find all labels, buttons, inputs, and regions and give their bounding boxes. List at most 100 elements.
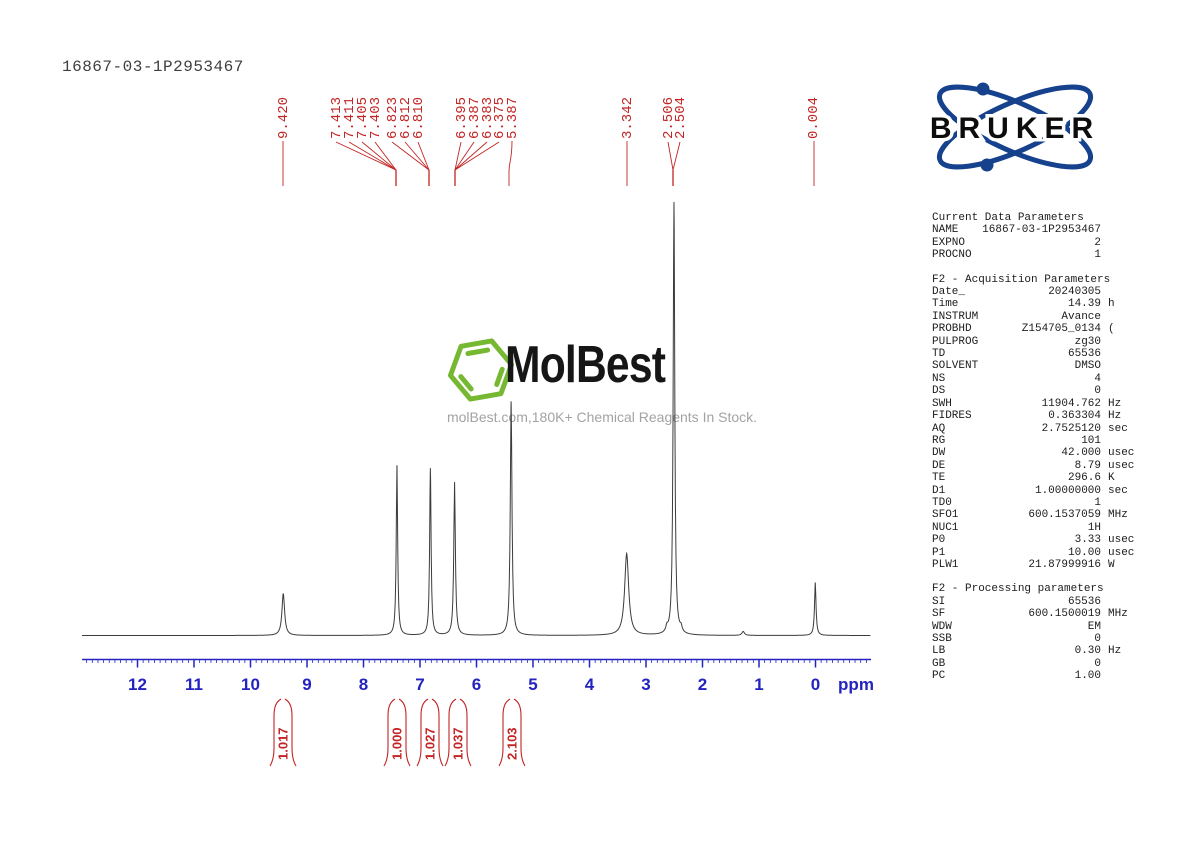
parameter-label: P0: [932, 534, 946, 547]
parameter-row: EXPNO 2: [932, 237, 1146, 249]
parameter-row: P0 3.33 usec: [932, 534, 1146, 546]
parameter-section-heading: F2 - Acquisition Parameters: [932, 273, 1111, 286]
parameter-label: INSTRUM: [932, 310, 979, 323]
parameter-unit: [1101, 435, 1146, 447]
parameter-row: PLW1 21.87999916 W: [932, 559, 1146, 571]
parameter-value: 20240305: [1048, 286, 1101, 299]
parameter-label: SFO1: [932, 509, 959, 522]
integral-bracket-right: [513, 698, 526, 767]
parameter-value: 2: [1094, 236, 1101, 249]
integral-bracket-left: [498, 698, 511, 767]
parameter-value: 16867-03-1P2953467: [982, 224, 1101, 237]
parameter-label: NAME: [932, 224, 959, 237]
parameter-label: DE: [932, 459, 946, 472]
peak-shift-label: 6.387: [467, 97, 483, 139]
parameter-unit: MHz: [1108, 509, 1128, 522]
parameter-row: SF 600.1500019 MHz: [932, 608, 1146, 620]
parameter-label: GB: [932, 657, 946, 670]
parameter-row: WDW EM: [932, 621, 1146, 633]
parameter-value: 11904.762: [1041, 397, 1101, 410]
parameter-section: F2 - Acquisition Parameters Date_ 20240305…: [932, 274, 1146, 572]
parameter-row: GB 0: [932, 658, 1146, 670]
peak-connector-line: [374, 141, 397, 171]
parameter-value: 1: [1094, 249, 1101, 262]
parameter-unit: usec: [1108, 447, 1135, 460]
integral-bracket-left: [269, 698, 282, 767]
parameter-value: 65536: [1067, 595, 1101, 608]
parameter-value: 1: [1094, 496, 1101, 509]
peak-shift-label: 7.403: [368, 97, 384, 139]
parameter-unit: [1101, 348, 1146, 360]
parameter-unit: [1101, 621, 1146, 633]
integral-value: 1.027: [423, 727, 438, 760]
parameter-label: SOLVENT: [932, 360, 979, 373]
parameter-row: SSB 0: [932, 633, 1146, 645]
x-axis-tick-label: 2: [698, 675, 707, 694]
parameter-value: 21.87999916: [1028, 558, 1101, 571]
watermark-brand: MolBest: [505, 336, 666, 394]
parameter-value: 42.000: [1061, 447, 1101, 460]
parameter-label: SF: [932, 608, 946, 621]
parameter-value: 0: [1094, 657, 1101, 670]
peak-connector-line: [672, 141, 681, 171]
parameter-unit: Hz: [1108, 410, 1122, 423]
parameter-value: Avance: [1061, 310, 1101, 323]
peak-connector-line: [454, 141, 475, 171]
parameter-row: NAME 16867-03-1P2953467: [932, 224, 1146, 236]
parameter-value: 8.79: [1074, 459, 1101, 472]
parameter-row: NS 4: [932, 373, 1146, 385]
parameter-label: Date_: [932, 286, 966, 299]
parameter-unit: [1101, 237, 1146, 249]
parameter-unit: [1101, 522, 1146, 534]
parameter-value: 600.1500019: [1028, 608, 1101, 621]
parameter-unit: [1101, 385, 1146, 397]
integral-layer: 1.017 1.000 1.027 1.037 2.103: [269, 698, 526, 767]
parameter-unit: W: [1108, 558, 1115, 571]
parameter-section: Current Data Parameters NAME 16867-03-1P29…: [932, 212, 1146, 262]
parameter-label: NUC1: [932, 521, 959, 534]
parameter-unit: sec: [1108, 422, 1128, 435]
parameter-label: TD0: [932, 496, 952, 509]
parameter-label: EXPNO: [932, 236, 966, 249]
parameter-value: 4: [1094, 372, 1101, 385]
watermark-tagline: molBest.com,180K+ Chemical Reagents In S…: [446, 409, 758, 425]
x-axis-tick-label: 6: [472, 675, 481, 694]
parameter-label: DW: [932, 447, 946, 460]
parameter-row: AQ 2.7525120 sec: [932, 423, 1146, 435]
parameter-label: FIDRES: [932, 410, 972, 423]
parameter-label: PROCNO: [932, 249, 972, 262]
parameter-unit: (: [1108, 323, 1115, 336]
peak-shift-label: 6.810: [411, 97, 427, 139]
parameter-label: DS: [932, 385, 946, 398]
parameter-value: DMSO: [1074, 360, 1101, 373]
parameter-value: 10.00: [1067, 546, 1101, 559]
parameter-unit: usec: [1108, 546, 1135, 559]
parameter-value: 2.7525120: [1041, 422, 1101, 435]
parameter-row: PROBHD Z154705_0134 (: [932, 323, 1146, 335]
parameter-unit: usec: [1108, 534, 1135, 547]
peak-shift-label: 5.387: [505, 97, 521, 139]
peak-connector-line: [348, 141, 397, 171]
parameter-row: SOLVENT DMSO: [932, 360, 1146, 372]
parameter-label: LB: [932, 645, 946, 658]
peak-connector-line: [454, 141, 488, 171]
parameter-row: RG 101: [932, 435, 1146, 447]
parameter-row: NUC1 1H: [932, 522, 1146, 534]
parameter-value: 65536: [1067, 348, 1101, 361]
parameter-row: P1 10.00 usec: [932, 547, 1146, 559]
parameter-label: Time: [932, 298, 959, 311]
integral-bracket-left: [444, 698, 457, 767]
parameter-value: 101: [1081, 434, 1101, 447]
parameter-row: TE 296.6 K: [932, 472, 1146, 484]
parameter-unit: K: [1108, 472, 1115, 485]
parameter-value: 0.30: [1074, 645, 1101, 658]
parameter-unit: MHz: [1108, 608, 1128, 621]
parameter-value: 600.1537059: [1028, 509, 1101, 522]
parameter-value: 14.39: [1067, 298, 1101, 311]
sample-id-title: 16867-03-1P2953467: [62, 58, 244, 76]
parameter-value: 1H: [1087, 521, 1101, 534]
integral-bracket-right: [431, 698, 444, 767]
parameter-unit: [1101, 596, 1146, 608]
integral-value: 1.037: [451, 727, 466, 760]
